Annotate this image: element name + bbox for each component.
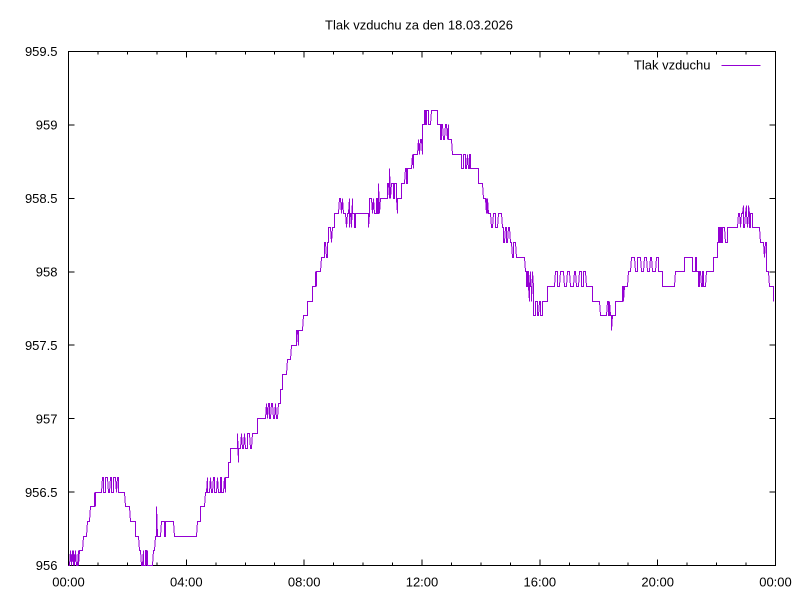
svg-text:Tlak vzduchu za den 18.03.2026: Tlak vzduchu za den 18.03.2026 <box>325 18 513 33</box>
svg-text:16:00: 16:00 <box>524 575 557 590</box>
svg-text:957.5: 957.5 <box>25 338 58 353</box>
svg-text:956.5: 956.5 <box>25 485 58 500</box>
svg-text:958.5: 958.5 <box>25 191 58 206</box>
svg-text:959: 959 <box>36 118 58 133</box>
svg-text:20:00: 20:00 <box>641 575 674 590</box>
svg-text:958: 958 <box>36 264 58 279</box>
svg-text:08:00: 08:00 <box>288 575 321 590</box>
svg-text:12:00: 12:00 <box>406 575 439 590</box>
svg-text:Tlak vzduchu: Tlak vzduchu <box>634 58 711 73</box>
svg-text:957: 957 <box>36 411 58 426</box>
svg-text:956: 956 <box>36 558 58 573</box>
svg-text:04:00: 04:00 <box>170 575 203 590</box>
svg-text:00:00: 00:00 <box>759 575 792 590</box>
svg-text:959.5: 959.5 <box>25 44 58 59</box>
svg-text:00:00: 00:00 <box>52 575 85 590</box>
